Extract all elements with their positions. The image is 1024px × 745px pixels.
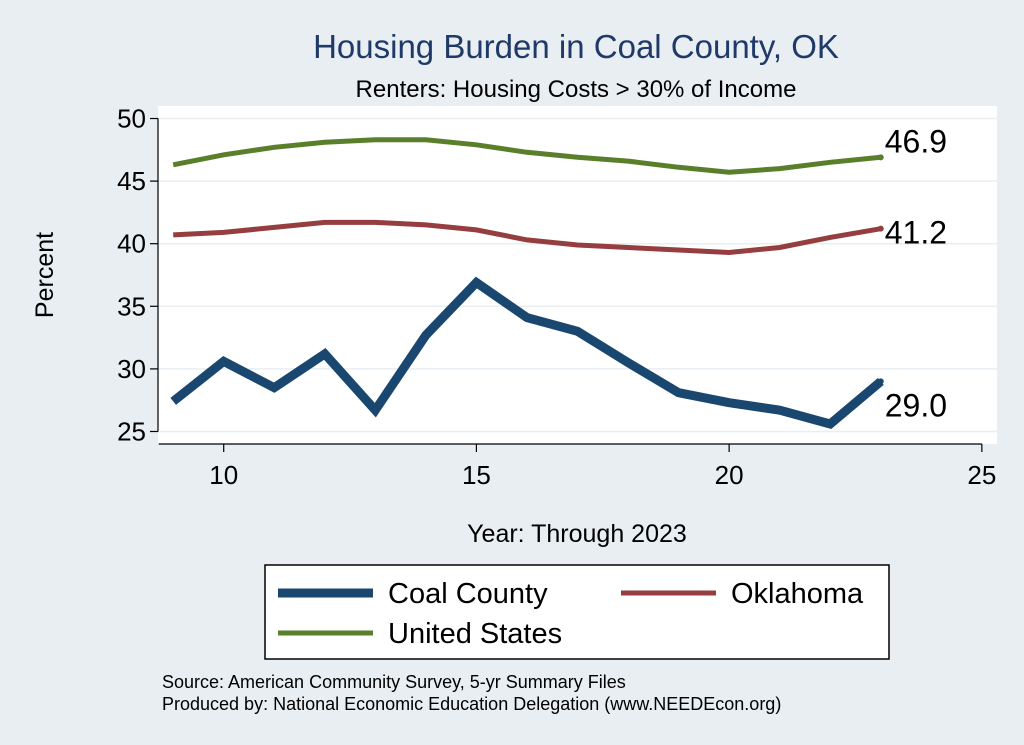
producer-note: Produced by: National Economic Education… bbox=[162, 694, 781, 714]
x-tick-label-15: 15 bbox=[462, 460, 491, 490]
end-label-coal-county: 29.0 bbox=[885, 387, 947, 423]
plot-area bbox=[158, 106, 997, 444]
y-tick-label-40: 40 bbox=[117, 229, 146, 259]
y-tick-label-30: 30 bbox=[117, 354, 146, 384]
series-group bbox=[170, 137, 884, 429]
x-tick-label-25: 25 bbox=[967, 460, 996, 490]
chart-subtitle: Renters: Housing Costs > 30% of Income bbox=[356, 76, 797, 103]
legend-label-united-states: United States bbox=[388, 618, 562, 650]
series-line-oklahoma bbox=[173, 219, 882, 256]
axes: 25 30 35 40 45 50 10 15 20 25 bbox=[117, 104, 996, 490]
end-label-united-states: 46.9 bbox=[885, 123, 947, 159]
series-end-point-coal-county bbox=[877, 378, 884, 385]
x-axis-label: Year: Through 2023 bbox=[467, 520, 687, 548]
chart-title: Housing Burden in Coal County, OK bbox=[313, 28, 839, 65]
source-note: Source: American Community Survey, 5-yr … bbox=[162, 672, 626, 692]
y-tick-label-50: 50 bbox=[117, 104, 146, 134]
y-tick-label-25: 25 bbox=[117, 416, 146, 446]
series-line-united-states bbox=[172, 137, 882, 175]
series-end-point-united-states bbox=[877, 154, 884, 161]
x-tick-label-20: 20 bbox=[715, 460, 744, 490]
y-tick-label-35: 35 bbox=[117, 291, 146, 321]
legend-box bbox=[264, 564, 890, 660]
y-tick-label-45: 45 bbox=[117, 166, 146, 196]
y-axis-label: Percent bbox=[31, 232, 59, 318]
series-end-point-oklahoma bbox=[877, 225, 884, 232]
series-line-coal-county bbox=[170, 276, 884, 429]
x-tick-label-10: 10 bbox=[209, 460, 238, 490]
end-label-oklahoma: 41.2 bbox=[885, 215, 947, 251]
legend-label-oklahoma: Oklahoma bbox=[731, 578, 864, 610]
legend-label-coal-county: Coal County bbox=[388, 578, 548, 610]
legend: Coal County Oklahoma United States bbox=[264, 564, 890, 660]
end-labels: 46.9 41.2 29.0 bbox=[885, 123, 947, 423]
